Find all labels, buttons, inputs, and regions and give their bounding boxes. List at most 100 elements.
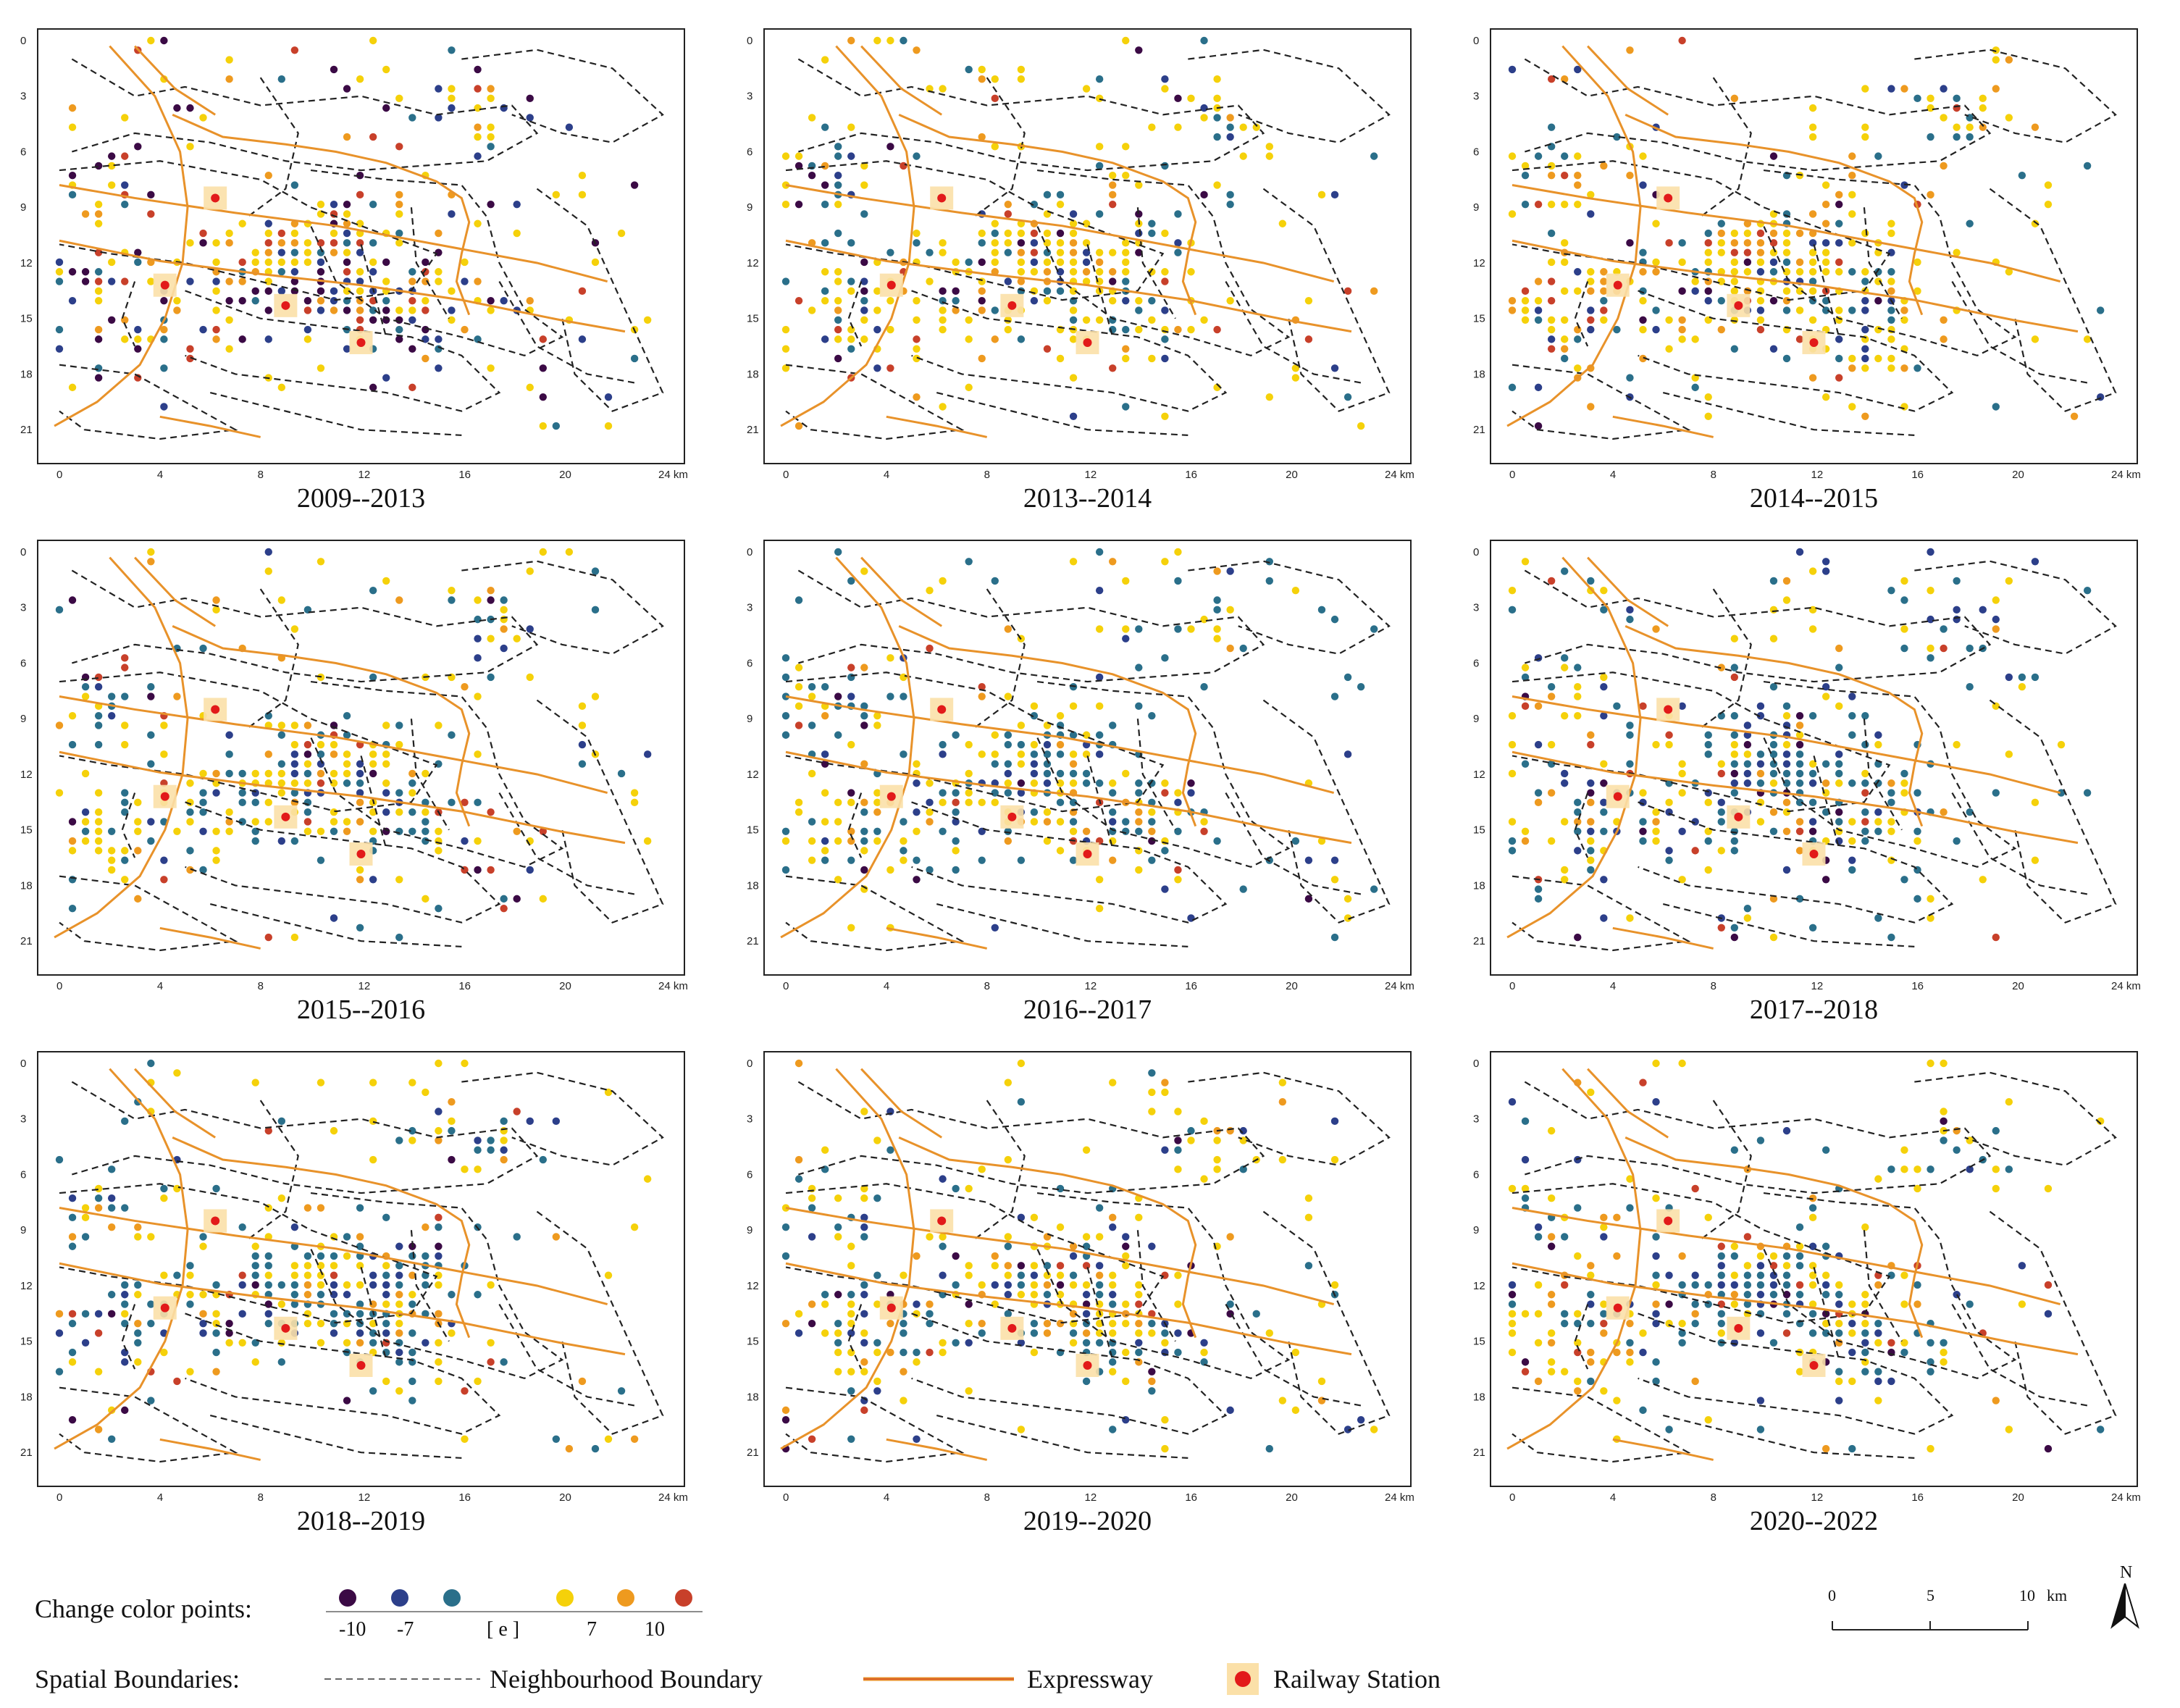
change-point bbox=[2031, 673, 2039, 682]
change-point bbox=[1213, 596, 1221, 604]
change-point bbox=[1639, 798, 1647, 807]
change-point bbox=[860, 760, 868, 768]
change-point bbox=[795, 1175, 803, 1183]
change-point bbox=[316, 827, 325, 835]
change-point bbox=[251, 296, 259, 305]
neighbourhood-boundary bbox=[1763, 169, 2017, 357]
change-point bbox=[1900, 876, 1908, 884]
change-point bbox=[1161, 1339, 1169, 1347]
change-point bbox=[435, 1108, 443, 1115]
change-point bbox=[382, 277, 390, 285]
expressway-line bbox=[860, 556, 943, 627]
change-point bbox=[212, 306, 220, 314]
change-point bbox=[68, 383, 77, 392]
change-point bbox=[343, 248, 351, 256]
x-tick-label: 20 bbox=[1286, 1491, 1298, 1504]
change-point bbox=[186, 354, 194, 363]
change-point bbox=[1030, 1348, 1039, 1357]
change-point bbox=[1574, 1387, 1582, 1395]
change-point bbox=[1652, 1233, 1660, 1241]
change-point bbox=[939, 248, 947, 256]
change-point bbox=[991, 1252, 999, 1260]
north-arrow-icon bbox=[2110, 1583, 2139, 1629]
expressway-line bbox=[59, 695, 608, 795]
x-tick-label: 12 bbox=[359, 980, 371, 992]
change-point bbox=[552, 1233, 561, 1241]
change-point bbox=[991, 1262, 999, 1270]
change-point bbox=[68, 268, 77, 276]
change-point bbox=[1095, 587, 1104, 595]
change-point bbox=[395, 789, 403, 797]
change-point bbox=[448, 1098, 456, 1106]
x-tick-label: 8 bbox=[1711, 1491, 1716, 1504]
change-point bbox=[1043, 779, 1052, 787]
change-point bbox=[821, 335, 829, 343]
expressway-line bbox=[1506, 556, 1642, 939]
change-point bbox=[1291, 374, 1300, 382]
change-point bbox=[1861, 133, 1869, 141]
change-point bbox=[1730, 345, 1739, 353]
change-point bbox=[1795, 711, 1804, 720]
change-point bbox=[1174, 1146, 1182, 1154]
change-point bbox=[952, 808, 960, 816]
change-point bbox=[939, 1242, 947, 1250]
change-point bbox=[94, 162, 103, 170]
change-point bbox=[395, 335, 403, 343]
change-point bbox=[1600, 808, 1608, 816]
change-point bbox=[1161, 1329, 1169, 1337]
change-point bbox=[1174, 210, 1182, 218]
change-point bbox=[808, 1194, 816, 1202]
change-point bbox=[578, 721, 587, 729]
change-point bbox=[860, 663, 868, 671]
change-point bbox=[978, 258, 986, 267]
change-point bbox=[1887, 1377, 1895, 1386]
change-point bbox=[1304, 856, 1313, 864]
change-point bbox=[1265, 393, 1273, 401]
change-point bbox=[343, 219, 351, 227]
change-point bbox=[134, 1339, 142, 1347]
change-point bbox=[1861, 769, 1869, 778]
x-tick-label: 12 bbox=[359, 469, 371, 481]
change-point bbox=[1874, 152, 1882, 160]
change-point bbox=[1626, 721, 1634, 729]
change-point bbox=[965, 558, 973, 566]
change-point bbox=[552, 191, 561, 199]
change-point bbox=[873, 1377, 881, 1386]
change-point bbox=[1252, 1310, 1260, 1318]
change-point bbox=[873, 798, 881, 807]
change-point bbox=[1730, 258, 1739, 267]
change-point bbox=[212, 847, 220, 855]
change-point bbox=[1534, 1281, 1543, 1289]
change-point bbox=[1992, 933, 2000, 942]
neighbourhood-boundary bbox=[209, 903, 462, 947]
change-point bbox=[343, 258, 351, 267]
change-point bbox=[251, 1242, 259, 1250]
change-point bbox=[1200, 114, 1208, 122]
change-point bbox=[487, 364, 495, 372]
change-point bbox=[847, 1368, 855, 1376]
change-point bbox=[1639, 702, 1647, 711]
change-point bbox=[1900, 644, 1908, 653]
change-point bbox=[1069, 287, 1078, 296]
change-point bbox=[448, 1329, 456, 1337]
change-point bbox=[474, 654, 482, 662]
change-point bbox=[1913, 827, 1921, 835]
change-point bbox=[1534, 798, 1543, 807]
change-point bbox=[1992, 46, 2000, 54]
change-point bbox=[913, 1252, 921, 1260]
x-tick-label: 24 km bbox=[1385, 1491, 1414, 1504]
change-point bbox=[1213, 1155, 1221, 1164]
change-point bbox=[94, 210, 103, 218]
change-point bbox=[1508, 152, 1517, 160]
change-point bbox=[121, 114, 129, 122]
change-point bbox=[330, 750, 338, 758]
change-point bbox=[1861, 306, 1869, 314]
change-point bbox=[1148, 316, 1156, 324]
x-tick-label: 16 bbox=[458, 469, 471, 481]
change-point bbox=[343, 711, 351, 720]
change-point bbox=[539, 548, 547, 556]
change-point bbox=[1095, 258, 1104, 267]
change-point bbox=[408, 1252, 416, 1260]
change-point bbox=[1148, 818, 1156, 826]
